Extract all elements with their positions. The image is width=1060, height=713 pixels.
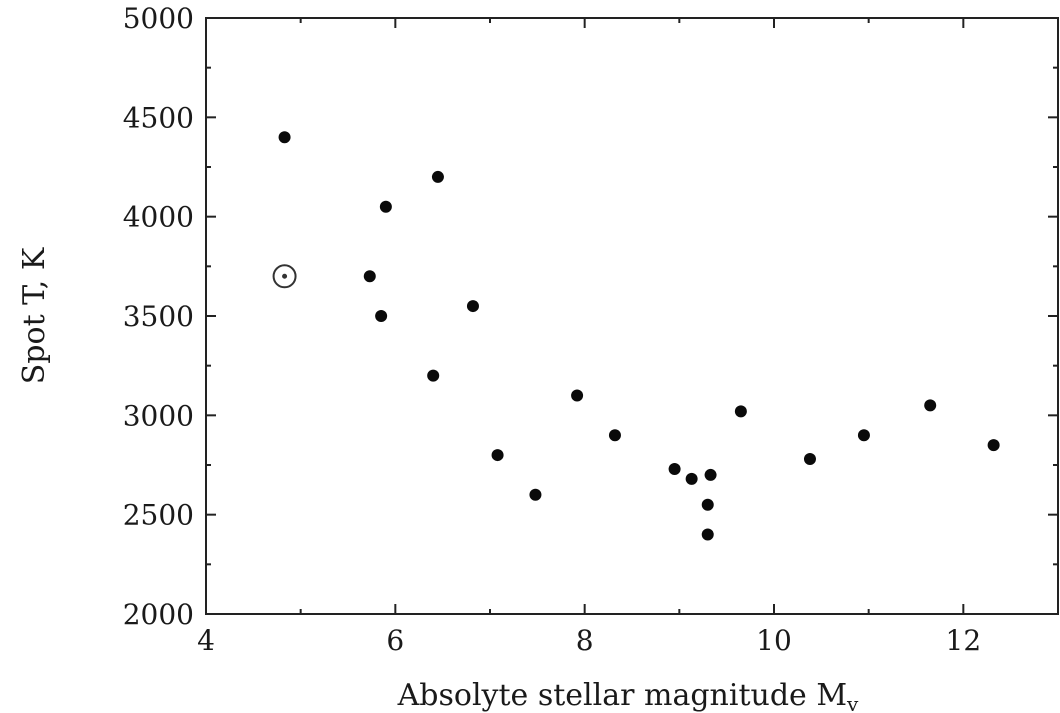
- x-tick-label: 8: [576, 624, 594, 657]
- data-point: [924, 399, 937, 412]
- sun-symbol-ring: [272, 264, 297, 289]
- data-point: [466, 300, 479, 313]
- x-tick-label: 6: [386, 624, 404, 657]
- y-axis-title: Spot T, K: [17, 247, 52, 384]
- data-point: [857, 429, 870, 442]
- data-point: [363, 270, 376, 283]
- x-tick-label: 4: [197, 624, 215, 657]
- points-layer: [272, 131, 1000, 541]
- data-point: [803, 453, 816, 466]
- x-tick-label: 12: [946, 624, 982, 657]
- data-point: [427, 369, 440, 382]
- x-tick-label: 10: [756, 624, 792, 657]
- y-tick-label: 2500: [123, 499, 194, 532]
- data-point: [608, 429, 621, 442]
- data-point: [734, 405, 747, 418]
- data-point: [701, 528, 714, 541]
- y-tick-label: 3500: [123, 300, 194, 333]
- data-point: [987, 439, 1000, 452]
- data-point: [701, 498, 714, 511]
- data-point: [668, 462, 681, 475]
- y-tick-label: 4000: [123, 201, 194, 234]
- x-axis-title-subscript: v: [846, 692, 859, 713]
- data-point: [529, 488, 542, 501]
- data-point: [491, 449, 504, 462]
- x-axis-title-main: Absolyte stellar magnitude M: [397, 678, 847, 713]
- data-point: [571, 389, 584, 402]
- data-point: [685, 472, 698, 485]
- ticks-layer: 4 6 8 10 12 2000 2500 3000 3500 4000 4500 5000: [123, 2, 1058, 657]
- y-tick-label: 3000: [123, 399, 194, 432]
- sun-symbol-point: [272, 264, 297, 289]
- sun-symbol-dot: [282, 273, 288, 279]
- y-tick-label: 2000: [123, 598, 194, 631]
- data-point: [375, 310, 388, 322]
- y-tick-label: 5000: [123, 2, 194, 35]
- data-point: [379, 200, 392, 213]
- x-axis-title: Absolyte stellar magnitude Mv: [397, 678, 859, 713]
- data-point: [704, 468, 717, 481]
- data-point: [278, 131, 291, 144]
- y-tick-label: 4500: [123, 101, 194, 134]
- data-point: [431, 170, 444, 183]
- plot-frame: [205, 17, 1059, 615]
